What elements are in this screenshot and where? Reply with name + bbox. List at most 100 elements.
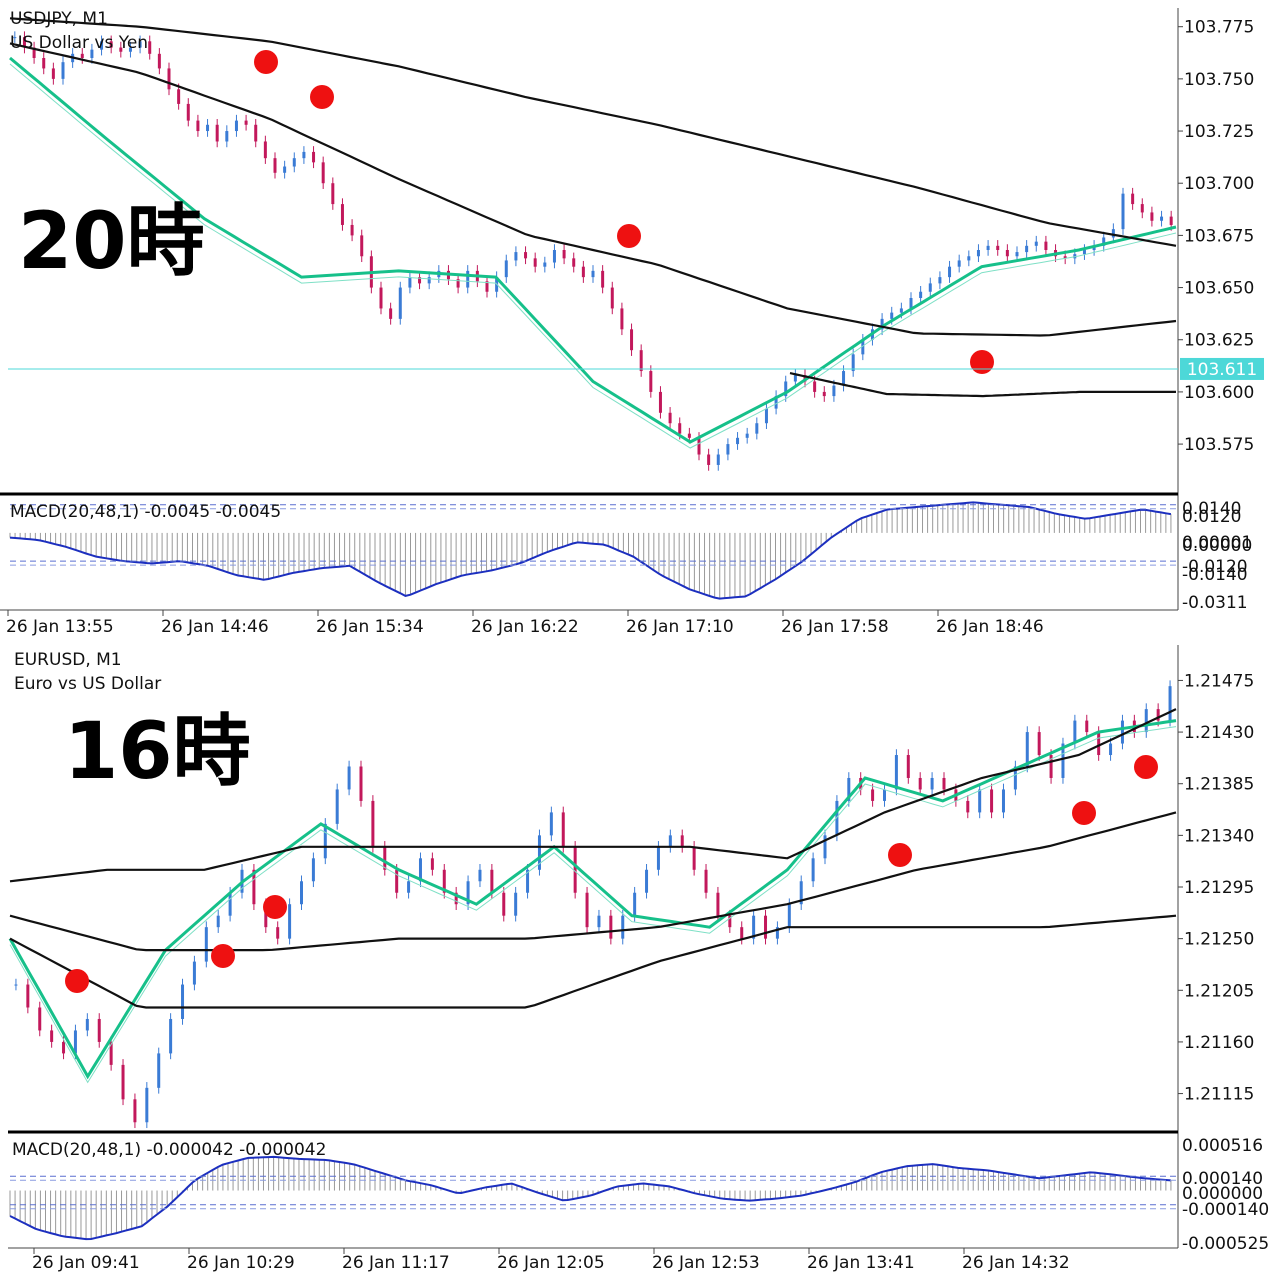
candle-body [97, 1018, 101, 1042]
candle-body [1049, 755, 1053, 778]
moving-average-line [9, 42, 1177, 337]
candle-body [707, 454, 711, 465]
candle-body [192, 961, 196, 985]
candle-body [1156, 709, 1160, 721]
macd-tick-label: 0.000000 [1182, 1184, 1263, 1204]
time-tick-label: 26 Jan 14:46 [161, 617, 269, 637]
candle-body [1085, 720, 1089, 733]
candle-body [1131, 193, 1135, 205]
moving-average-line [9, 811, 1177, 952]
time-tick-label: 26 Jan 10:29 [187, 1253, 295, 1273]
candle-body [42, 58, 46, 69]
price-tick-label: 103.700 [1184, 174, 1254, 194]
macd-tick-label: 0.0140 [1182, 499, 1241, 519]
moving-average-slow-line [9, 63, 1177, 449]
candle-body [561, 812, 565, 847]
candle-body [321, 162, 325, 184]
candle-body [697, 437, 701, 455]
candle-body [851, 354, 855, 372]
time-tick-label: 26 Jan 12:53 [652, 1253, 760, 1273]
time-tick-label: 26 Jan 09:41 [32, 1253, 140, 1273]
candle-body [966, 800, 970, 813]
moving-average-line [9, 17, 1177, 247]
candle-body [775, 927, 779, 939]
candle-body [100, 41, 104, 50]
candle-body [524, 252, 528, 259]
candle-body [938, 277, 942, 284]
candle-body [119, 47, 123, 52]
candle-body [728, 915, 732, 928]
candle-body [736, 437, 740, 445]
price-tick-label: 103.675 [1184, 226, 1254, 246]
signal-marker [65, 969, 89, 993]
candle-body [228, 892, 232, 916]
candle-body [526, 869, 530, 893]
candle-body [283, 166, 287, 173]
candles-eurusd [14, 680, 1172, 1129]
candle-body [716, 454, 720, 465]
macd-label-eurusd: MACD(20,48,1) -0.000042 -0.000042 [12, 1140, 326, 1160]
price-tick-label: 1.21115 [1184, 1085, 1254, 1105]
candle-body [514, 892, 518, 916]
candle-body [978, 789, 982, 813]
candle-body [1037, 732, 1041, 756]
candle-body [504, 260, 508, 278]
time-tick-label: 26 Jan 17:58 [781, 617, 889, 637]
candle-body [986, 245, 990, 250]
price-tick-label: 1.21250 [1184, 930, 1254, 950]
price-ticks-eurusd: 1.21475 1.21430 1.21385 1.21340 1.21295 1.212… [1178, 671, 1254, 1105]
price-tick-label: 1.21205 [1184, 981, 1254, 1001]
candle-body [398, 287, 402, 319]
candle-body [148, 41, 152, 54]
candle-body [90, 49, 94, 58]
candle-body [234, 120, 238, 132]
macd-tick-label: -0.0311 [1182, 593, 1248, 613]
candle-body [1150, 212, 1154, 221]
candle-body [704, 869, 708, 893]
candle-body [861, 339, 865, 355]
candle-body [813, 381, 817, 392]
candle-body [51, 68, 55, 79]
candle-body [454, 892, 458, 905]
price-tick-label: 1.21385 [1184, 775, 1254, 795]
macd-tick-label: -0.000525 [1182, 1234, 1269, 1254]
candle-body [680, 835, 684, 847]
candle-body [466, 270, 470, 288]
macd-tick-label: -0.0120 [1182, 557, 1248, 577]
candle-body [745, 433, 749, 438]
signal-marker [263, 895, 287, 919]
candle-body [847, 777, 851, 801]
candle-body [1015, 252, 1019, 257]
candle-body [1034, 241, 1038, 246]
candle-body [133, 1099, 137, 1123]
candle-body [109, 1041, 113, 1065]
candle-body [687, 433, 691, 438]
candle-body [1120, 720, 1124, 744]
candle-body [157, 53, 161, 69]
candle-body [764, 915, 768, 939]
candle-body [1109, 743, 1113, 756]
candle-body [678, 423, 682, 434]
macd-tick-label: 0.00001 [1182, 533, 1252, 553]
symbol-description-eurusd: Euro vs US Dollar [14, 674, 161, 694]
candle-body [254, 124, 258, 142]
candle-body [1013, 766, 1017, 790]
price-tick-label: 1.21475 [1184, 671, 1254, 691]
price-tick-label: 103.775 [1184, 18, 1254, 38]
moving-average-slow-line [9, 726, 1177, 1084]
candle-body [620, 308, 624, 330]
signal-marker [211, 944, 235, 968]
candle-body [85, 1018, 89, 1031]
candle-body [204, 927, 208, 962]
candle-body [347, 766, 351, 790]
candle-body [764, 408, 768, 424]
candle-body [288, 904, 292, 939]
signal-marker [617, 224, 641, 248]
candle-body [811, 858, 815, 882]
candle-body [389, 308, 393, 319]
candle-body [300, 881, 303, 905]
macd-label-usdjpy: MACD(20,48,1) -0.0045 -0.0045 [10, 502, 281, 522]
moving-average-line [789, 372, 1176, 398]
candle-body [167, 68, 171, 90]
